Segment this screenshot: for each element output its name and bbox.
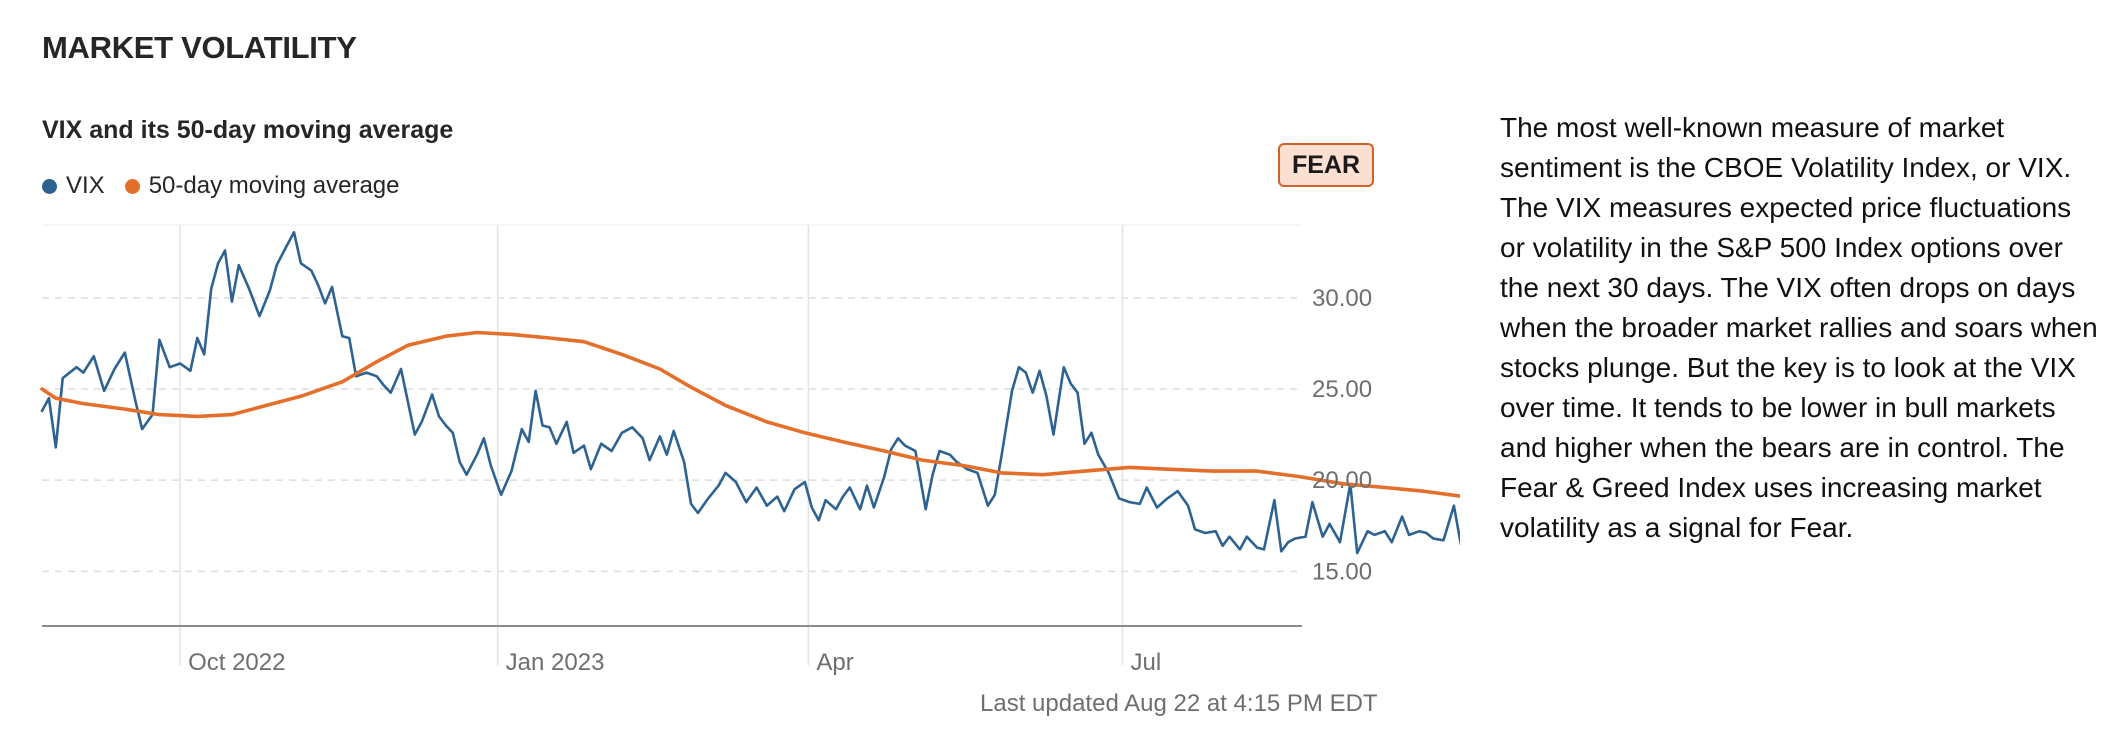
sentiment-badge: FEAR: [1278, 143, 1374, 187]
indicator-description: The most well-known measure of market se…: [1500, 112, 2098, 543]
chart-axes: 15.00 20.00 25.00 30.00 Oct 2022 Jan 2023 Apr J…: [42, 285, 1372, 676]
y-tick-label: 25.00: [1312, 376, 1372, 403]
y-tick-label: 15.00: [1312, 558, 1372, 585]
x-tick-label: Oct 2022: [188, 649, 285, 676]
chart-title: VIX and its 50-day moving average: [42, 116, 454, 144]
section-title: MARKET VOLATILITY: [42, 30, 357, 65]
vix-series-line: [40, 231, 1460, 555]
y-tick-label: 30.00: [1312, 285, 1372, 312]
x-tick-label: Jan 2023: [506, 649, 605, 676]
legend-dot-ma50: [124, 178, 140, 194]
legend-dot-vix: [42, 178, 57, 194]
legend-item-ma50[interactable]: 50-day moving average: [124, 172, 400, 200]
vix-line-chart: 15.00 20.00 25.00 30.00 Oct 2022 Jan 2023 Apr J…: [40, 224, 1460, 676]
chart-grid: [42, 224, 1302, 665]
legend-item-vix[interactable]: VIX: [42, 172, 105, 200]
chart-legend: VIX 50-day moving average: [42, 172, 420, 200]
legend-label-vix: VIX: [66, 172, 105, 199]
legend-label-ma50: 50-day moving average: [148, 172, 400, 199]
x-tick-label: Apr: [816, 649, 853, 676]
x-tick-label: Jul: [1130, 649, 1161, 676]
last-updated-text: Last updated Aug 22 at 4:15 PM EDT: [980, 690, 1378, 717]
chart-series: [40, 231, 1460, 555]
y-tick-label: 20.00: [1312, 467, 1372, 494]
ma50-series-line: [40, 330, 1460, 498]
